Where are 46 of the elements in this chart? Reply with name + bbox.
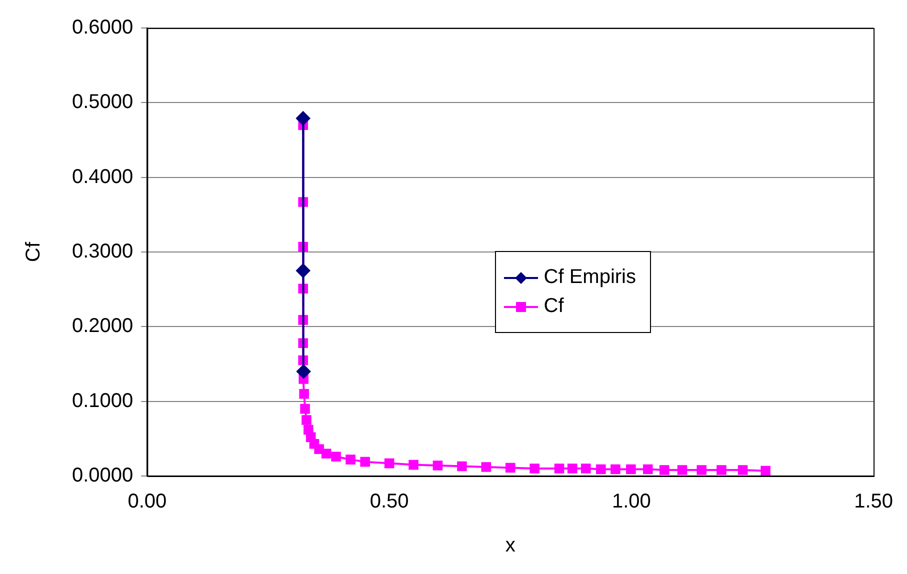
x-tick-label: 0.50: [370, 490, 409, 513]
point: [296, 111, 310, 126]
point: [626, 464, 636, 474]
point: [384, 458, 394, 468]
x-axis-title: x: [505, 534, 516, 557]
point: [738, 465, 748, 475]
point: [696, 465, 707, 475]
point: [346, 454, 356, 464]
point: [677, 465, 688, 475]
point: [296, 264, 310, 278]
point: [302, 415, 312, 425]
legend-label: Cf: [544, 295, 564, 318]
x-tick-label: 1.50: [854, 490, 894, 513]
point: [314, 444, 324, 454]
point: [581, 464, 591, 474]
point: [300, 404, 310, 414]
y-axis-title: Cf: [22, 242, 45, 262]
point: [360, 456, 370, 467]
point: [760, 466, 770, 476]
point: [659, 465, 670, 475]
point: [432, 460, 443, 470]
y-tick-label: 0.2000: [72, 315, 134, 338]
y-tick-label: 0.5000: [72, 91, 134, 114]
point: [457, 461, 467, 472]
point: [296, 364, 311, 378]
y-tick-label: 0.1000: [72, 390, 134, 412]
x-tick-label: 1.00: [612, 490, 651, 513]
point: [505, 462, 516, 473]
point: [567, 464, 578, 474]
point: [610, 464, 620, 474]
point: [642, 464, 653, 474]
legend-label: Cf Empiris: [544, 266, 636, 289]
y-tick-label: 0.3000: [72, 240, 134, 263]
point: [408, 460, 418, 470]
point: [596, 464, 606, 474]
point: [321, 448, 332, 458]
y-tick-label: 0.0000: [72, 464, 134, 487]
y-tick-label: 0.4000: [72, 166, 134, 188]
point: [331, 452, 341, 462]
point: [530, 464, 540, 474]
y-tick-label: 0.6000: [72, 16, 134, 39]
point: [299, 388, 309, 399]
point: [554, 464, 564, 474]
x-tick-label: 0.00: [128, 490, 167, 513]
point: [481, 462, 492, 472]
point: [716, 465, 726, 475]
